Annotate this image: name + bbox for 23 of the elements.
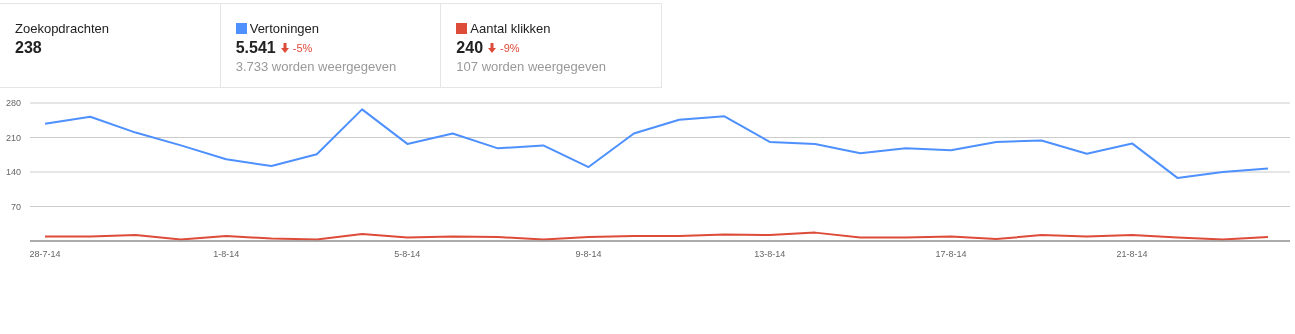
x-tick-label: 17-8-14: [935, 249, 967, 260]
x-tick-label: 21-8-14: [1116, 249, 1148, 260]
x-tick-label: 9-8-14: [575, 249, 602, 260]
x-tick-label: 28-7-14: [29, 249, 61, 260]
legend-label: Vertoningen: [249, 21, 320, 36]
text: 240: [456, 39, 484, 57]
text: -5%: [292, 42, 313, 54]
legend-label: Aantal klikken: [470, 21, 551, 36]
text: Zoekopdrachten: [15, 21, 109, 36]
line-series: [44, 108, 1269, 179]
y-tick-label: 140: [5, 167, 21, 178]
y-tick-label: 280: [5, 98, 21, 109]
y-tick-label: 70: [10, 201, 21, 212]
text: -9%: [500, 42, 520, 54]
x-tick-label: 1-8-14: [213, 249, 240, 260]
text: 5.541: [235, 39, 276, 57]
y-tick-label: 210: [5, 132, 21, 143]
text: 238: [15, 39, 42, 57]
text: 107 worden weergegeven: [456, 59, 606, 74]
x-tick-label: 13-8-14: [754, 249, 786, 260]
x-tick-label: 5-8-14: [394, 249, 421, 260]
line-series: [44, 231, 1269, 241]
text: 3.733 worden weergegeven: [235, 59, 397, 74]
